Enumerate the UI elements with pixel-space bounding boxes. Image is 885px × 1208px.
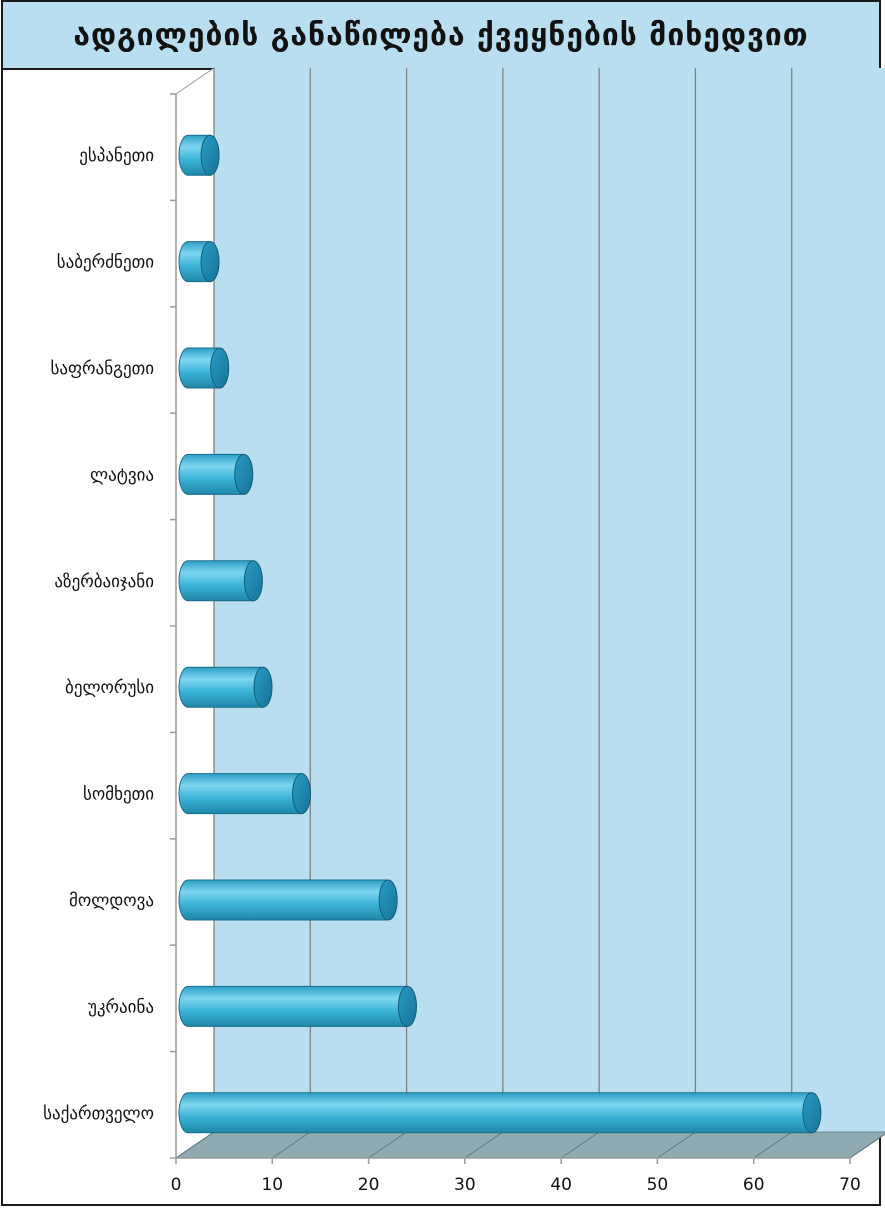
floor-gridline xyxy=(368,1131,407,1159)
bar-cap xyxy=(200,134,220,176)
x-tick-label: 30 xyxy=(454,1175,476,1195)
bar-cap xyxy=(378,879,398,921)
x-tick-label: 20 xyxy=(358,1175,380,1195)
bar xyxy=(178,241,220,283)
floor-panel xyxy=(174,1131,885,1159)
x-tick-label: 40 xyxy=(550,1175,572,1195)
x-tick-label: 10 xyxy=(261,1175,283,1195)
bar-body xyxy=(178,347,221,389)
category-label: საქართველო xyxy=(43,1104,154,1124)
bar-cap xyxy=(292,773,312,815)
floor-gridline xyxy=(464,1131,504,1159)
bar-body xyxy=(178,666,264,708)
bar xyxy=(178,879,398,921)
x-tick-label: 60 xyxy=(743,1175,765,1195)
bar-body xyxy=(178,773,303,815)
bar xyxy=(178,347,230,389)
bar-body xyxy=(178,560,254,602)
bar xyxy=(178,985,417,1027)
category-label: საფრანგეთი xyxy=(50,359,154,379)
bar-cap xyxy=(802,1092,822,1134)
bar-body xyxy=(178,1092,813,1134)
bar-cap xyxy=(243,560,263,602)
category-label: უკრაინა xyxy=(88,997,154,1017)
axes xyxy=(170,93,851,1164)
bar-body xyxy=(178,985,408,1027)
bar xyxy=(178,666,273,708)
category-label: მოლდოვა xyxy=(69,891,154,911)
labels: 0 10 20 30 40 50 60 70 საქართველო უკრაინა მოლდოვა ს… xyxy=(43,146,861,1195)
category-label: ესპანეთი xyxy=(79,146,154,166)
floor-gridline xyxy=(560,1131,600,1159)
floor-gridline xyxy=(272,1131,311,1159)
bar xyxy=(178,773,312,815)
x-tick-label: 50 xyxy=(647,1175,669,1195)
bar xyxy=(178,560,263,602)
floor-gridline xyxy=(657,1131,696,1159)
bar-cap xyxy=(253,666,273,708)
back-wall-panel xyxy=(214,68,885,1132)
bar-cap xyxy=(234,453,254,495)
bar-cap xyxy=(210,347,230,389)
bar xyxy=(178,453,254,495)
bar xyxy=(178,1092,822,1134)
bars xyxy=(178,134,822,1134)
bar-body xyxy=(178,879,389,921)
category-label: საბერძნეთი xyxy=(57,253,154,273)
bar-cap xyxy=(200,241,220,283)
floor xyxy=(174,1131,885,1159)
x-tick-label: 0 xyxy=(171,1175,182,1195)
chart-title: ადგილების განაწილება ქვეყნების მიხედვით xyxy=(73,17,809,53)
category-label: სომხეთი xyxy=(83,785,154,805)
floor-gridline xyxy=(175,1131,215,1159)
category-label: ლატვია xyxy=(90,465,154,485)
back-wall xyxy=(175,67,885,1159)
category-label: ბელორუსი xyxy=(65,678,154,698)
bar-body xyxy=(178,453,245,495)
bar-cap xyxy=(397,985,417,1027)
floor-gridline xyxy=(849,1133,885,1159)
title-bar: ადგილების განაწილება ქვეყნების მიხედვით xyxy=(3,2,879,70)
bar xyxy=(178,134,220,176)
x-tick-label: 70 xyxy=(839,1175,861,1195)
floor-gridline xyxy=(753,1131,792,1159)
category-label: აზერბაიჯანი xyxy=(54,572,154,592)
